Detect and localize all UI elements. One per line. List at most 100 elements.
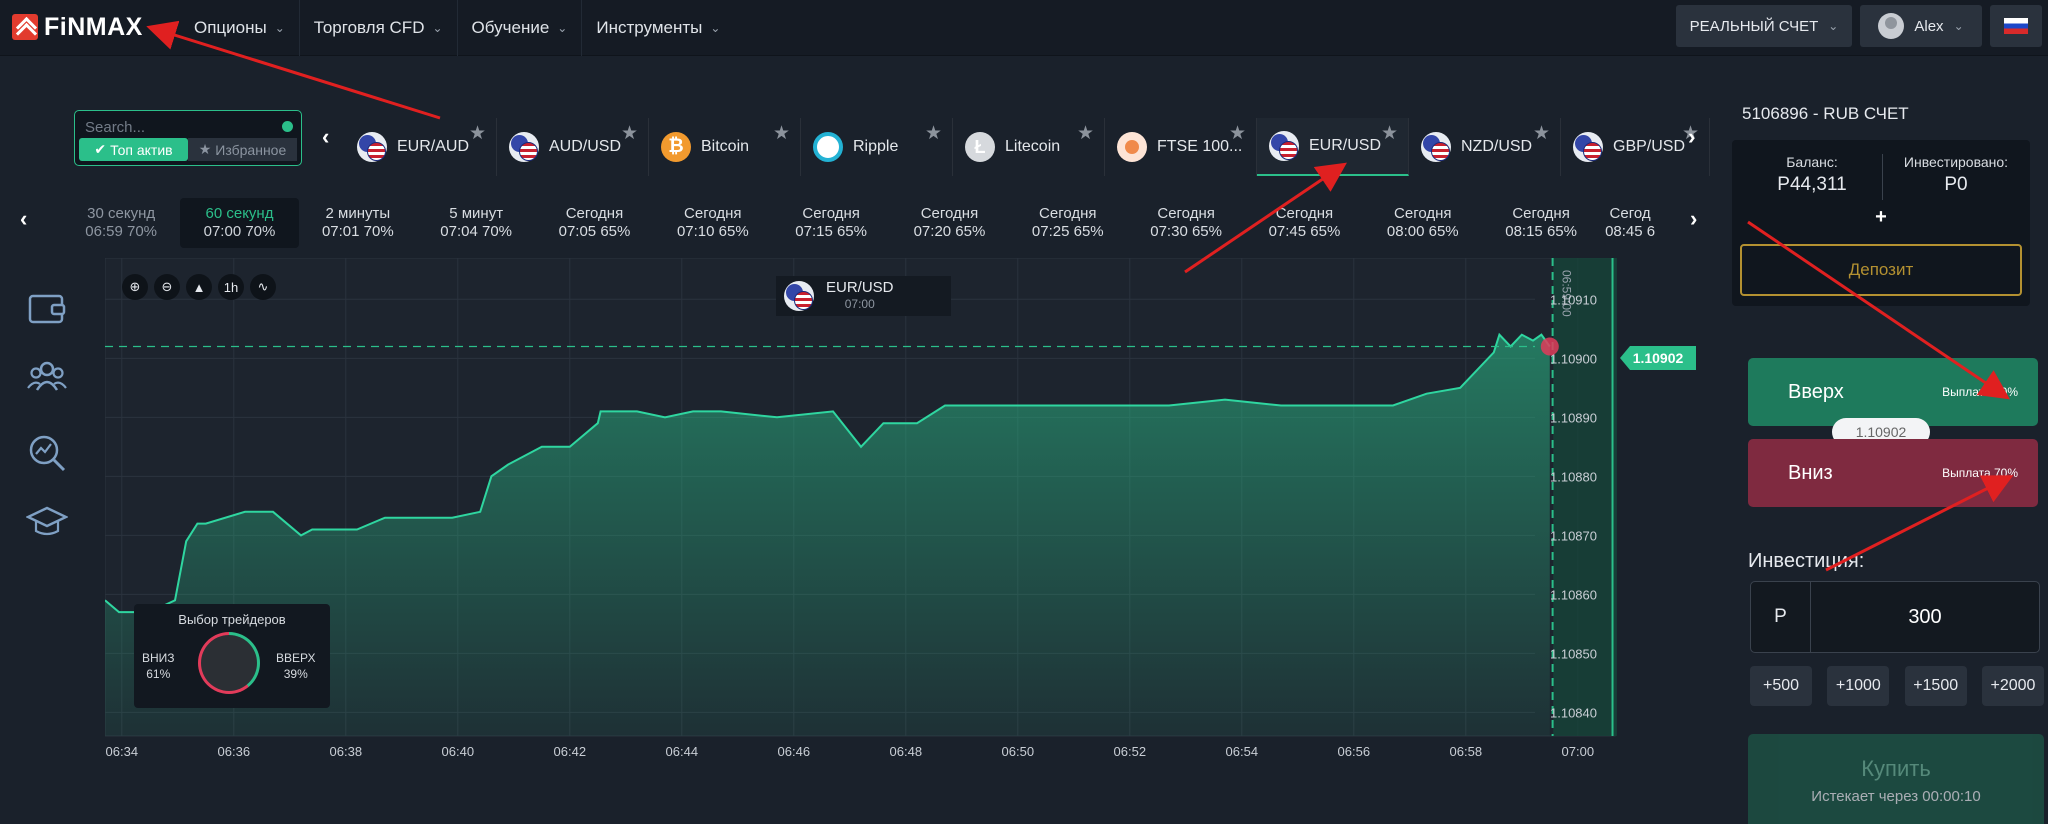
community-icon[interactable]	[26, 356, 68, 398]
asset-tab-gbp-usd[interactable]: GBP/USD ★	[1561, 118, 1710, 176]
expiry-next-arrow[interactable]: ›	[1690, 206, 1698, 231]
analytics-search-icon[interactable]	[26, 432, 68, 474]
add-2000-button[interactable]: +2000	[1981, 666, 2044, 706]
x-tick-label: 06:36	[218, 744, 251, 759]
buy-button[interactable]: Купить Истекает через 00:00:10	[1748, 734, 2044, 824]
assets-next-arrow[interactable]: ›	[1688, 124, 1696, 149]
buy-label: Купить	[1861, 756, 1931, 781]
zoom-in-icon[interactable]: ⊕	[122, 274, 148, 300]
currency-pair-icon	[509, 132, 539, 162]
bitcoin-icon: ₿	[661, 132, 691, 162]
traders-up: ВВЕРХ 39%	[276, 650, 315, 682]
nav-options[interactable]: Опционы ⌄	[180, 0, 300, 56]
x-tick-label: 06:48	[890, 744, 923, 759]
asset-tab-ripple[interactable]: Ripple ★	[801, 118, 953, 176]
price-area	[105, 334, 1550, 736]
investment-input[interactable]: Р 300	[1750, 581, 2040, 653]
expiry-option[interactable]: Сегодня 07:30 65%	[1127, 198, 1245, 248]
asset-name: EUR/USD	[1309, 137, 1382, 154]
expiry-time-payout: 07:01 70%	[321, 223, 394, 240]
expiry-option[interactable]: 2 минуты 07:01 70%	[299, 198, 417, 248]
nav-cfd[interactable]: Торговля CFD ⌄	[300, 0, 458, 56]
asset-tab-ftse[interactable]: FTSE 100... ★	[1105, 118, 1257, 176]
y-tick-label: 1.10850	[1550, 646, 1597, 661]
nav-education[interactable]: Обучение ⌄	[458, 0, 583, 56]
balance-value: Р44,311	[1777, 174, 1847, 195]
assets-prev-arrow[interactable]: ‹	[322, 124, 330, 149]
user-menu[interactable]: Alex ⌄	[1860, 5, 1982, 47]
star-icon[interactable]: ★	[1681, 123, 1699, 144]
tab-favorites[interactable]: ★ Избранное	[188, 138, 297, 161]
nav-label: Опционы	[194, 18, 267, 37]
expiry-option[interactable]: Сегодня 07:15 65%	[772, 198, 890, 248]
zoom-out-icon[interactable]: ⊖	[154, 274, 180, 300]
asset-tab-nzd-usd[interactable]: NZD/USD ★	[1409, 118, 1561, 176]
chart-type-icon[interactable]: ▲	[186, 274, 212, 300]
asset-tab-litecoin[interactable]: Ł Litecoin ★	[953, 118, 1105, 176]
finmax-logo[interactable]: FiNMAX	[12, 12, 143, 42]
expiry-option[interactable]: 5 минут 07:04 70%	[417, 198, 535, 248]
russia-flag-icon	[2004, 18, 2028, 34]
chevron-down-icon: ⌄	[1828, 19, 1839, 33]
balance: Баланс: Р44,311	[1744, 152, 1880, 195]
star-icon[interactable]: ★	[620, 123, 638, 144]
investment-amount[interactable]: 300	[1908, 605, 1942, 628]
search-input[interactable]	[85, 116, 265, 138]
call-up-button[interactable]: Вверх Выплата 70%	[1748, 358, 2038, 426]
star-icon[interactable]: ★	[772, 123, 790, 144]
star-icon[interactable]: ★	[1532, 123, 1550, 144]
star-icon[interactable]: ★	[1076, 123, 1094, 144]
star-icon[interactable]: ★	[1380, 123, 1398, 144]
asset-tab-eur-aud[interactable]: EUR/AUD ★	[345, 118, 497, 176]
price-chart[interactable]: 06:59:0007:00:001.109101.109001.108901.1…	[105, 258, 1617, 766]
status-dot-icon	[282, 121, 293, 132]
timeframe-button[interactable]: 1h	[218, 274, 244, 300]
expiry-label: Сегодня	[1275, 205, 1334, 222]
x-tick-label: 07:00	[1562, 744, 1595, 759]
expiry-time-payout: 07:05 65%	[558, 223, 631, 240]
star-icon[interactable]: ★	[1228, 123, 1246, 144]
traders-down-pct: 61%	[146, 667, 171, 681]
expiry-option[interactable]: Сегодня 07:20 65%	[890, 198, 1008, 248]
traders-up-pct: 39%	[283, 667, 308, 681]
chart-toolbar: ⊕ ⊖ ▲ 1h ∿	[122, 274, 276, 300]
x-tick-label: 06:50	[1002, 744, 1035, 759]
star-icon[interactable]: ★	[468, 123, 486, 144]
account-type-dropdown[interactable]: РЕАЛЬНЫЙ СЧЕТ ⌄	[1676, 5, 1852, 47]
wallet-icon[interactable]	[26, 288, 68, 330]
asset-tab-eur-usd[interactable]: EUR/USD ★	[1257, 118, 1409, 176]
expiry-option[interactable]: Сегодня 08:00 65%	[1364, 198, 1482, 248]
expiry-option[interactable]: Сегодня 07:10 65%	[654, 198, 772, 248]
expiry-prev-arrow[interactable]: ‹	[20, 206, 28, 231]
add-1000-button[interactable]: +1000	[1827, 666, 1890, 706]
expiry-option[interactable]: Сегод 08:45 6	[1600, 198, 1660, 248]
expiry-time-payout: 07:45 65%	[1268, 223, 1341, 240]
indicators-icon[interactable]: ∿	[250, 274, 276, 300]
up-payout: Выплата 70%	[1942, 385, 2018, 399]
nav-label: Инструменты	[596, 18, 703, 37]
education-cap-icon[interactable]	[26, 500, 68, 542]
deposit-button[interactable]: Депозит	[1740, 244, 2022, 296]
asset-tab-bitcoin[interactable]: ₿ Bitcoin ★	[649, 118, 801, 176]
expiry-option[interactable]: Сегодня 07:45 65%	[1245, 198, 1363, 248]
asset-tab-aud-usd[interactable]: AUD/USD ★	[497, 118, 649, 176]
expiry-option[interactable]: Сегодня 08:15 65%	[1482, 198, 1600, 248]
language-selector[interactable]	[1990, 5, 2042, 47]
currency-pair-icon	[357, 132, 387, 162]
star-icon: ★	[198, 141, 212, 157]
expiry-band	[1553, 258, 1617, 736]
expiry-option[interactable]: 30 секунд 06:59 70%	[62, 198, 180, 248]
expiry-option[interactable]: Сегодня 07:25 65%	[1009, 198, 1127, 248]
plus-icon[interactable]: +	[1875, 206, 1887, 228]
nav-tools[interactable]: Инструменты ⌄	[582, 0, 734, 56]
expiry-option[interactable]: 60 секунд 07:00 70%	[180, 198, 299, 248]
star-icon[interactable]: ★	[924, 123, 942, 144]
expiry-option[interactable]: Сегодня 07:05 65%	[535, 198, 653, 248]
put-down-button[interactable]: Вниз Выплата 70%	[1748, 439, 2038, 507]
main-nav: Опционы ⌄ Торговля CFD ⌄ Обучение ⌄ Инструм…	[180, 0, 734, 56]
add-500-button[interactable]: +500	[1750, 666, 1812, 706]
divider	[1882, 154, 1883, 200]
tab-top-assets[interactable]: ✔ Топ актив	[79, 138, 188, 161]
asset-name: Bitcoin	[701, 138, 750, 155]
add-1500-button[interactable]: +1500	[1904, 666, 1967, 706]
